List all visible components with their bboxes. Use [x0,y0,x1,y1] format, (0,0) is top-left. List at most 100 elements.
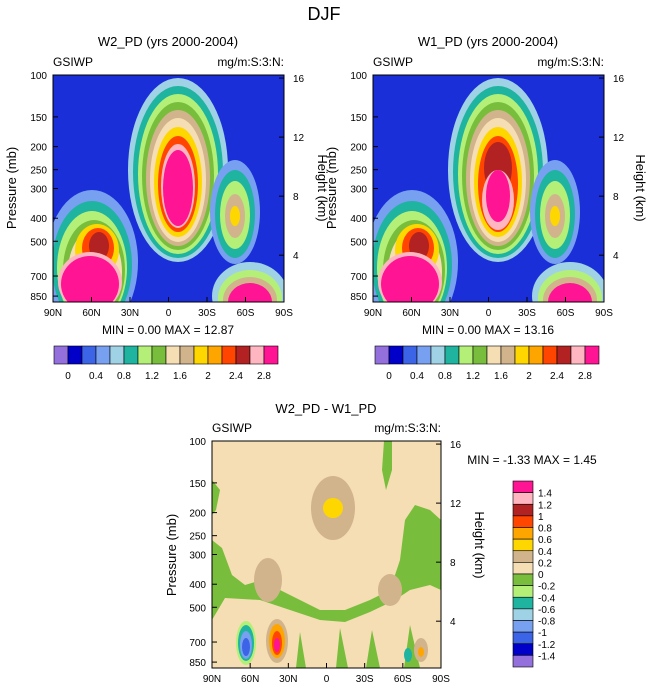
y-right-tick-label: 4 [450,617,456,628]
colorbar-swatch [430,345,446,365]
contour-level [381,256,439,302]
colorbar-label: 0 [386,371,392,382]
y-tick-label: 850 [350,292,367,303]
colorbar-label: -0.2 [538,582,556,593]
y-tick-label: 250 [30,166,47,177]
contour-level [404,648,412,662]
colorbar-swatch [514,345,530,365]
colorbar-label: 2 [205,371,211,382]
colorbar-swatch [512,608,534,621]
panel-w1-pd: W1_PD (yrs 2000-2004) GSIWP mg/m:S:3:N: [324,34,648,382]
colorbar-swatch [542,345,558,365]
y-tick-label: 300 [350,185,367,196]
colorbar-label: 0.2 [538,558,552,569]
y-axis-right-label: Height (km) [315,154,330,221]
y-tick-label: 200 [350,143,367,154]
y-right-tick-label: 4 [293,251,299,262]
colorbar-swatch [512,538,534,552]
contour-level [61,256,119,302]
colorbar-label: -1.4 [538,651,556,662]
y-axis-label: Pressure (mb) [164,514,179,596]
colorbar-swatch [528,345,544,365]
colorbar-label: 1.2 [145,371,159,382]
colorbar-swatch [500,345,516,365]
x-tick-label: 30S [356,674,374,685]
colorbar-label: 0.4 [89,371,103,382]
x-tick-label: 60N [402,308,420,319]
x-tick-label: 30N [121,308,139,319]
y-tick-label: 700 [350,272,367,283]
y-tick-label: 700 [189,638,206,649]
contour-field [373,75,604,302]
contour-level [550,206,560,226]
y-tick-label: 100 [30,71,47,82]
panel-title: W2_PD (yrs 2000-2004) [98,34,238,49]
colorbar-swatch [512,527,534,540]
colorbar-swatch [235,345,251,365]
colorbar-swatch [53,345,69,365]
colorbar-swatch [458,345,474,365]
x-tick-label: 60S [394,674,412,685]
colorbar-label: 0 [65,371,71,382]
x-tick-label: 90N [203,674,221,685]
contour-level [242,638,250,656]
colorbar-label: 0.8 [117,371,131,382]
panel-title: W1_PD (yrs 2000-2004) [418,34,558,49]
y-tick-label: 400 [350,214,367,225]
colorbar-swatch [512,503,534,517]
colorbar-swatch [512,596,534,610]
contour-level [323,498,343,518]
contour-level [274,638,280,652]
y-tick-label: 100 [350,71,367,82]
y-tick-label: 150 [30,113,47,124]
colorbar-top-right: 0 0.4 0.8 1.2 1.6 2 2.4 2.8 [374,345,600,382]
colorbar-swatch [512,655,534,668]
y-axis-right-label: Height (km) [472,511,487,578]
y-tick-label: 150 [189,479,206,490]
colorbar-label: 2 [526,371,532,382]
colorbar-label: -0.4 [538,593,556,604]
colorbar-swatch [584,345,600,365]
y-axis-left: Pressure (mb) 100 150 200 250 300 400 500 700 85… [324,71,378,303]
colorbar-swatch [207,345,223,365]
colorbar-label: 1.4 [538,489,552,500]
contour-level [378,574,402,606]
colorbar-label: 0.4 [410,371,424,382]
y-axis-left: Pressure (mb) 100 150 200 250 300 400 500 700 85… [164,437,217,669]
panel-difference: W2_PD - W1_PD GSIWP mg/m:S:3:N: [164,401,597,685]
variable-label: GSIWP [373,55,413,69]
panel-title: W2_PD - W1_PD [275,401,376,416]
y-axis-right: Height (km) 16 12 8 4 [279,74,330,262]
colorbar-swatch [512,573,534,586]
y-axis-right: Height (km) 16 12 8 4 [599,74,648,262]
x-tick-label: 30N [279,674,297,685]
colorbar-label: -1.2 [538,640,556,651]
colorbar-swatch [137,345,153,365]
y-tick-label: 250 [189,532,206,543]
colorbar-label: -0.6 [538,605,556,616]
colorbar-swatch [556,345,572,365]
y-tick-label: 150 [350,113,367,124]
colorbar-label: 0.6 [538,535,552,546]
y-right-tick-label: 4 [613,251,619,262]
colorbar-label: 1 [538,512,544,523]
colorbar-swatch [512,631,534,645]
colorbar-swatch [512,492,534,505]
x-tick-label: 30S [518,308,536,319]
y-right-tick-label: 16 [450,440,462,451]
contour-level [230,206,240,226]
colorbar-swatch [402,345,418,365]
colorbar-swatch [512,550,534,563]
x-tick-label: 0 [166,308,172,319]
colorbar-swatch [263,345,279,365]
y-axis-label: Pressure (mb) [4,147,19,229]
y-tick-label: 300 [30,185,47,196]
units-label: mg/m:S:3:N: [217,55,284,69]
min-max-readout: MIN = 0.00 MAX = 13.16 [422,323,554,337]
y-right-tick-label: 16 [613,74,625,85]
figure-title: DJF [308,4,341,24]
y-axis-label: Pressure (mb) [324,147,339,229]
y-tick-label: 300 [189,551,206,562]
colorbar-label: 2.8 [257,371,271,382]
contour-level [418,647,424,657]
